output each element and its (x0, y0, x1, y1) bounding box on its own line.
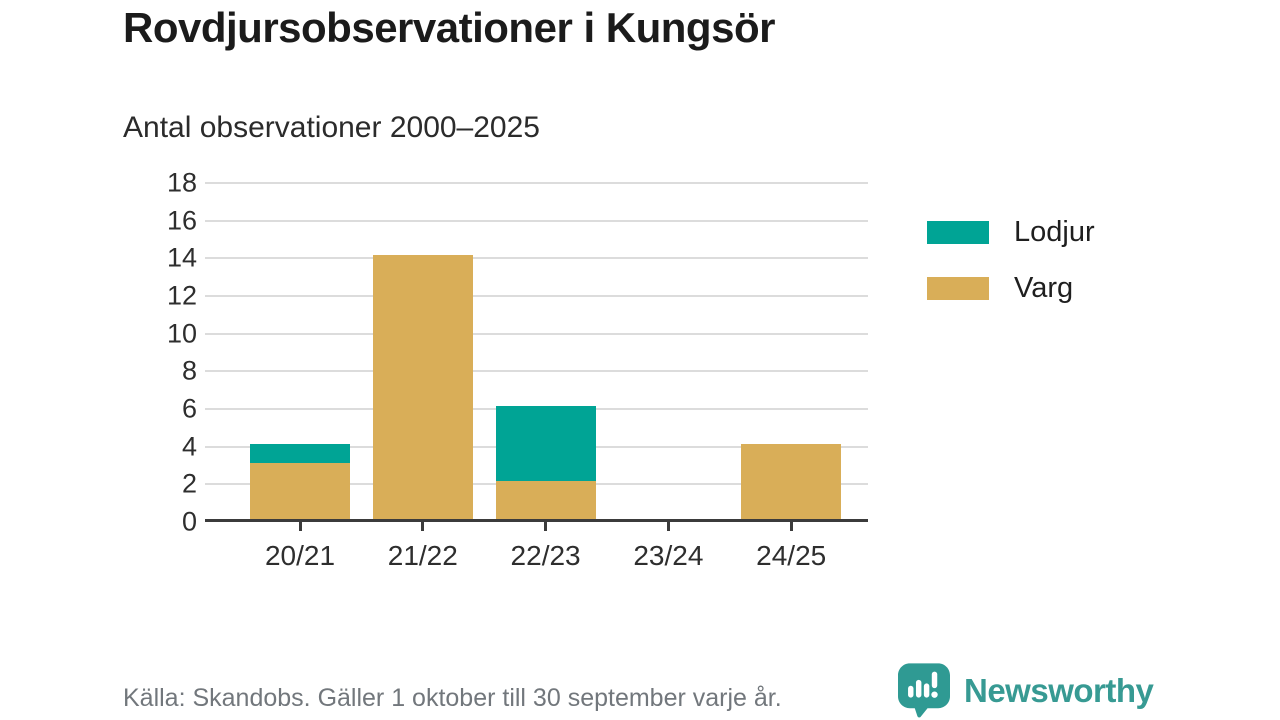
gridline (205, 219, 868, 222)
x-tick-mark (298, 522, 302, 531)
bar-segment-lodjur-20-21 (250, 443, 350, 463)
x-tick-mark (544, 522, 548, 531)
y-tick-label: 4 (181, 431, 197, 462)
legend-swatch-lodjur (927, 221, 989, 244)
gridline (205, 370, 868, 373)
y-tick-label: 12 (166, 280, 197, 311)
legend-swatch-varg (927, 277, 989, 300)
x-tick-label: 22/23 (510, 540, 581, 571)
gridline (205, 257, 868, 260)
x-tick-label: 21/22 (387, 540, 458, 571)
x-tick-label: 23/24 (633, 540, 704, 571)
y-tick-label: 0 (181, 506, 197, 537)
gridline (205, 182, 868, 184)
x-tick-label: 24/25 (756, 540, 827, 571)
y-tick-label: 8 (181, 355, 197, 386)
brand-logo: Newsworthy (898, 663, 1154, 718)
bar-segment-varg-24-25 (741, 443, 842, 519)
y-tick-label: 18 (166, 167, 197, 198)
chart-plot-area (205, 182, 868, 531)
legend-item-lodjur: Lodjur (927, 216, 1095, 249)
x-tick-mark (666, 522, 670, 531)
gridline (205, 332, 868, 335)
bar-segment-varg-21-22 (372, 255, 473, 519)
chart-subtitle: Antal observationer 2000–2025 (123, 111, 540, 144)
bar-segment-lodjur-22-23 (495, 406, 596, 482)
y-tick-label: 16 (166, 205, 197, 236)
y-tick-label: 10 (166, 318, 197, 349)
chart-title: Rovdjursobservationer i Kungsör (123, 4, 775, 51)
y-tick-label: 14 (166, 242, 197, 273)
chart-legend: Lodjur Varg (927, 216, 1095, 305)
bar-segment-varg-22-23 (495, 481, 596, 519)
y-tick-label: 6 (181, 393, 197, 424)
x-tick-mark (789, 522, 793, 531)
legend-label: Lodjur (1014, 216, 1095, 248)
y-tick-label: 2 (181, 468, 197, 499)
gridline (205, 295, 868, 297)
x-axis-labels: 20/21 21/22 22/23 23/24 24/25 (205, 540, 868, 576)
legend-label: Varg (1014, 272, 1074, 304)
source-attribution: Källa: Skandobs. Gäller 1 oktober till 3… (123, 684, 782, 712)
brand-name: Newsworthy (964, 671, 1154, 709)
x-tick-label: 20/21 (264, 540, 336, 571)
x-tick-mark (421, 522, 425, 531)
legend-item-varg: Varg (927, 272, 1095, 305)
y-axis-labels: 0 2 4 6 8 10 12 14 16 18 (110, 168, 197, 537)
bar-segment-varg-20-21 (250, 462, 350, 519)
newsworthy-bubble-chart-icon (898, 663, 950, 718)
x-axis-line (205, 519, 868, 522)
